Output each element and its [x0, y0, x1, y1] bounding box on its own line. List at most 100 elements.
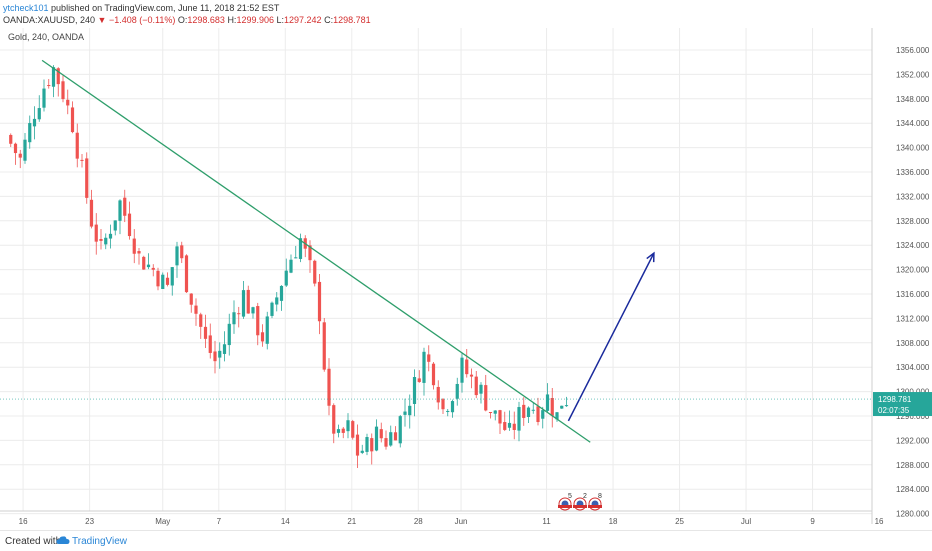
candle-body — [260, 332, 265, 342]
ohlc-line: OANDA:XAUUSD, 240 ▼ −1.408 (−0.11%) O:12… — [3, 15, 371, 25]
price-tick-label: 1328.000 — [896, 217, 930, 226]
close-label: C: — [324, 15, 334, 25]
candle-body — [275, 297, 279, 305]
candle-body — [165, 277, 170, 285]
candle-body — [479, 384, 483, 394]
candle-body — [279, 285, 284, 301]
candle-body — [85, 158, 89, 198]
candle-body — [493, 410, 497, 414]
candle-body — [208, 335, 212, 353]
candle-body — [465, 359, 469, 375]
tradingview-brand-link[interactable]: TradingView — [72, 536, 128, 547]
economic-events[interactable]: 5 2 8 — [558, 493, 602, 511]
candle-body — [194, 305, 198, 314]
candle-body — [13, 143, 18, 154]
candle-body — [199, 314, 203, 327]
candle-body — [222, 344, 227, 354]
candle-body — [189, 293, 193, 305]
candle-body — [170, 267, 174, 286]
candle-body — [370, 438, 374, 452]
candle-body — [531, 409, 535, 411]
candle-body — [384, 438, 388, 447]
price-tick-label: 1284.000 — [896, 485, 930, 494]
created-with-text: Created with — [5, 536, 62, 547]
candle-body — [156, 270, 160, 287]
candle-body — [403, 411, 407, 415]
high-label: H: — [227, 15, 237, 25]
time-tick-label: May — [155, 517, 170, 526]
candle-body — [75, 132, 79, 159]
price-tick-label: 1340.000 — [896, 144, 930, 153]
candle-body — [218, 350, 222, 358]
candle-body — [536, 406, 540, 423]
candle-body — [498, 410, 502, 424]
close-value: 1298.781 — [333, 15, 371, 25]
event-marker[interactable]: 8 — [588, 493, 602, 511]
candle-body — [507, 422, 512, 428]
time-scale-labels: 16 23 May 7 14 21 28 Jun 11 18 25 Jul 9 16 — [19, 517, 884, 526]
candle-body — [317, 281, 322, 322]
projection-arrow[interactable] — [567, 251, 655, 422]
candle-body — [294, 257, 298, 259]
low-value: 1297.242 — [284, 15, 322, 25]
candle-body — [346, 420, 350, 432]
price-tick-label: 1312.000 — [896, 314, 930, 323]
candle-body — [389, 432, 393, 446]
candle-body — [18, 153, 22, 158]
candle-body — [142, 256, 146, 270]
candle-body — [113, 220, 117, 231]
candle-body — [455, 383, 459, 399]
open-label: O: — [177, 15, 188, 25]
candle-body — [355, 434, 360, 456]
event-marker[interactable]: 2 — [573, 493, 587, 511]
candle-body — [550, 398, 554, 416]
candle-body — [80, 159, 84, 161]
price-scale-labels: 1280.000 1284.000 1288.000 1292.000 1296.000… — [896, 46, 930, 519]
candle-body — [398, 416, 402, 444]
downtrend-line[interactable] — [41, 59, 591, 443]
candle-body — [251, 307, 255, 314]
candle-body — [89, 199, 94, 227]
candle-body — [232, 312, 236, 325]
price-chart[interactable]: 1280.000 1284.000 1288.000 1292.000 1296.000… — [0, 28, 932, 530]
bar-countdown: 02:07:35 — [878, 406, 910, 415]
event-marker[interactable]: 5 — [558, 493, 572, 511]
candlestick-series — [9, 65, 569, 468]
candle-body — [42, 88, 46, 108]
author-link[interactable]: ytcheck101 — [3, 3, 49, 13]
candle-body — [308, 245, 312, 261]
open-value: 1298.683 — [187, 15, 225, 25]
event-marker-label: 5 — [568, 493, 572, 500]
candle-body — [23, 139, 27, 161]
candle-body — [564, 405, 569, 407]
candle-body — [393, 432, 398, 441]
candle-body — [422, 351, 426, 383]
candle-body — [151, 267, 155, 270]
symbol-label: Gold, 240, OANDA — [8, 32, 84, 42]
candle-body — [351, 421, 355, 438]
time-tick-label: 11 — [542, 517, 551, 526]
footer: Created with TradingView — [0, 530, 932, 551]
last-price-tag: 1298.781 02:07:35 — [873, 392, 932, 417]
price-tick-label: 1320.000 — [896, 266, 930, 275]
candle-body — [99, 239, 103, 241]
candle-body — [56, 68, 60, 85]
last-price-label: 1298.781 — [878, 395, 912, 404]
candle-body — [61, 81, 65, 100]
event-marker-label: 2 — [583, 493, 587, 500]
price-tick-label: 1304.000 — [896, 363, 930, 372]
time-tick-label: Jun — [455, 517, 468, 526]
price-tick-label: 1348.000 — [896, 95, 930, 104]
candle-body — [213, 351, 217, 362]
candle-body — [446, 410, 450, 412]
price-tick-label: 1344.000 — [896, 119, 930, 128]
price-scale[interactable] — [872, 28, 932, 524]
candle-body — [123, 197, 127, 216]
candle-body — [132, 238, 136, 254]
price-tick-label: 1356.000 — [896, 46, 930, 55]
grid-lines — [0, 28, 872, 515]
candle-body — [161, 274, 165, 289]
time-tick-label: 16 — [19, 517, 28, 526]
price-tick-label: 1324.000 — [896, 241, 930, 250]
price-tick-label: 1292.000 — [896, 436, 930, 445]
